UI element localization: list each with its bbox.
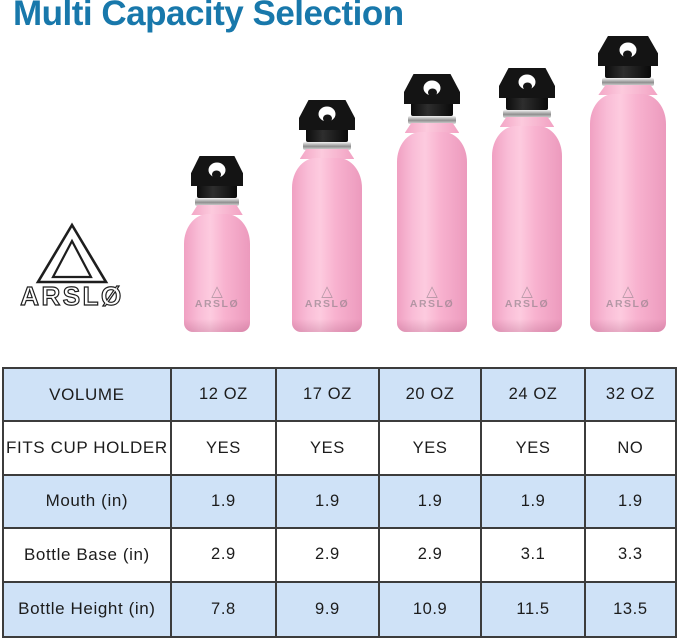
row-label-mouth: Mouth (in) — [4, 475, 172, 530]
steel-band — [408, 116, 456, 124]
cap-handle-hole — [619, 42, 637, 58]
bottle-wordmark: ARSLØ — [409, 298, 455, 310]
bottle-24oz: △ ARSLØ — [492, 68, 562, 332]
brand-logo: ARSLØ — [12, 222, 132, 312]
bottle-wordmark: ARSLØ — [304, 298, 350, 310]
spec-value: 3.3 — [585, 529, 675, 583]
spec-value: 11.5 — [482, 582, 586, 636]
bottle-body: △ ARSLØ — [397, 132, 467, 332]
bottle-logo: △ ARSLØ — [292, 283, 362, 310]
steel-band — [194, 198, 240, 206]
spec-value: 7.8 — [171, 582, 278, 636]
spec-value: 1.9 — [585, 475, 675, 530]
col-header-17oz: 17 OZ — [277, 369, 380, 423]
spec-value: 3.1 — [482, 529, 586, 583]
spec-value: 2.9 — [277, 529, 380, 583]
steel-band — [602, 78, 654, 86]
steel-band — [503, 110, 551, 118]
row-label-fits-cup-holder: FITS CUP HOLDER — [4, 422, 172, 476]
cap-handle-hole — [518, 74, 536, 90]
steel-band — [303, 142, 351, 150]
spec-value: 13.5 — [585, 582, 675, 636]
spec-value: YES — [482, 422, 586, 476]
row-label-bottle-base: Bottle Base (in) — [4, 529, 172, 583]
triangle-icon: △ — [521, 283, 533, 300]
page-title: Multi Capacity Selection — [13, 0, 404, 33]
spec-value: NO — [585, 422, 675, 476]
bottle-cap-icon — [404, 74, 460, 104]
bottle-logo: △ ARSLØ — [184, 283, 250, 310]
spec-value: 1.9 — [277, 475, 380, 530]
bottle-body: △ ARSLØ — [590, 94, 666, 332]
bottle-20oz: △ ARSLØ — [397, 74, 467, 332]
cap-base — [306, 129, 348, 142]
brand-triangle-icon: ARSLØ — [20, 222, 124, 312]
bottle-neck — [404, 123, 460, 133]
bottle-logo: △ ARSLØ — [397, 283, 467, 310]
cap-base — [506, 97, 548, 110]
triangle-icon: △ — [622, 283, 634, 300]
cap-handle-hole — [423, 80, 441, 96]
spec-value: 2.9 — [379, 529, 483, 583]
bottle-logo: △ ARSLØ — [492, 283, 562, 310]
cap-base — [197, 185, 237, 198]
spec-value: YES — [171, 422, 278, 476]
bottle-neck — [598, 85, 658, 95]
bottle-12oz: △ ARSLØ — [184, 156, 250, 332]
spec-value: YES — [277, 422, 380, 476]
triangle-icon: △ — [211, 283, 223, 300]
bottle-neck — [499, 117, 555, 127]
spec-value: 10.9 — [379, 582, 483, 636]
col-header-20oz: 20 OZ — [379, 369, 483, 423]
bottle-wordmark: ARSLØ — [605, 298, 651, 310]
bottle-32oz: △ ARSLØ — [590, 36, 666, 332]
cap-base — [411, 103, 453, 116]
spec-value: 1.9 — [379, 475, 483, 530]
bottle-wordmark: ARSLØ — [504, 298, 550, 310]
triangle-icon: △ — [426, 283, 438, 300]
triangle-icon: △ — [321, 283, 333, 300]
row-label-bottle-height: Bottle Height (in) — [4, 582, 172, 636]
bottle-cap-icon — [597, 36, 659, 66]
bottle-cap-icon — [190, 156, 244, 186]
bottle-neck — [191, 205, 243, 215]
bottle-wordmark: ARSLØ — [194, 298, 240, 310]
col-header-32oz: 32 OZ — [585, 369, 675, 423]
col-header-24oz: 24 OZ — [482, 369, 586, 423]
bottle-cap-icon — [299, 100, 355, 130]
bottle-body: △ ARSLØ — [492, 126, 562, 332]
spec-value: 1.9 — [482, 475, 586, 530]
brand-wordmark: ARSLØ — [20, 281, 124, 310]
col-header-12oz: 12 OZ — [171, 369, 278, 423]
spec-value: YES — [379, 422, 483, 476]
spec-table: VOLUME 12 OZ 17 OZ 20 OZ 24 OZ 32 OZ FIT… — [2, 367, 677, 638]
bottle-neck — [299, 149, 355, 159]
col-header-volume: VOLUME — [4, 369, 172, 423]
cap-handle-hole — [318, 106, 336, 122]
spec-value: 9.9 — [277, 582, 380, 636]
cap-base — [605, 65, 651, 78]
bottle-body: △ ARSLØ — [292, 158, 362, 332]
bottle-cap-icon — [499, 68, 555, 98]
bottle-17oz: △ ARSLØ — [292, 100, 362, 332]
cap-handle-hole — [208, 162, 226, 178]
spec-value: 2.9 — [171, 529, 278, 583]
bottle-logo: △ ARSLØ — [590, 283, 666, 310]
bottle-body: △ ARSLØ — [184, 214, 250, 332]
spec-value: 1.9 — [171, 475, 278, 530]
